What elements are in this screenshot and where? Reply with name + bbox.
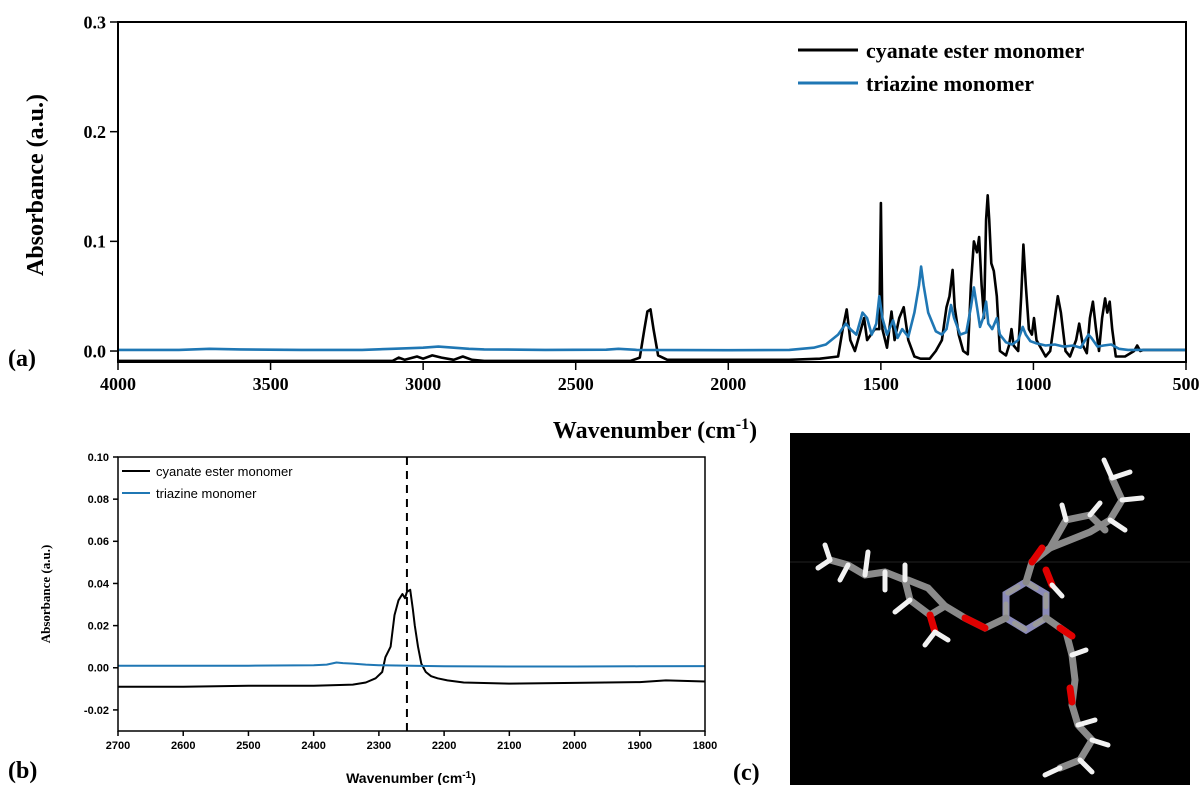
panel-b-xlabel: Wavenumber (cm-1) [346,770,476,785]
panel-a-xtick-label: 2500 [558,374,594,394]
legend-label-triazine: triazine monomer [866,71,1034,96]
panel-a-xtick-label: 4000 [100,374,136,394]
oxygen-bottom [1056,624,1076,640]
panel-a-xtick-label: 1500 [863,374,899,394]
panel-b-ytick-label: 0.08 [88,494,109,506]
panel-b-series-triazine [118,661,706,668]
panel-b-xtick-label: 2100 [497,740,521,752]
panel-a-legend: cyanate ester monomer triazine monomer [798,38,1085,96]
panel-b-xtick-label: 2200 [432,740,456,752]
panel-b-ytick-label: 0.00 [88,663,109,675]
panel-b-ytick-label: 0.06 [88,536,109,548]
panel-a-series-triazine [118,265,1186,352]
panel-b-label: (b) [8,758,37,784]
panel-b-chart: 2700 2600 2500 2400 2300 2200 2100 2000 1900 1800… [8,452,717,785]
panel-b-plot-frame [117,456,706,732]
panel-b-ytick-label: 0.02 [88,620,109,632]
panel-a-ylabel: Absorbance (a.u.) [23,94,49,276]
panel-b-xtick-label: 1800 [693,740,717,752]
panel-a-series [118,194,1186,363]
arm-left-ring [904,576,949,610]
panel-a-ytick-label: 0.0 [84,341,107,361]
panel-a-xtick-label: 500 [1173,374,1200,394]
panel-b-xtick-label: 2500 [236,740,260,752]
panel-c-molecule-image: (c) [733,433,1190,785]
panel-b-series [118,588,706,688]
molecule-background [790,433,1190,785]
oxygen-left-methoxy [926,611,939,636]
panel-a-xtick-label: 2000 [710,374,746,394]
panel-b-ytick-label: 0.04 [88,578,110,590]
panel-b-xtick-label: 2600 [171,740,195,752]
panel-a-chart: 4000 3500 3000 2500 2000 1500 1000 500 0.0 0.1 0.2… [8,12,1200,444]
legend-label-triazine: triazine monomer [156,486,257,501]
panel-a-xtick-label: 1000 [1015,374,1051,394]
panel-a-xtick-label: 3500 [253,374,289,394]
arm-top-ring [1046,511,1109,552]
panel-b-legend: cyanate ester monomer triazine monomer [122,464,293,501]
panel-a-label: (a) [8,346,36,372]
panel-a-ytick-label: 0.1 [84,232,107,252]
panel-b-xtick-label: 1900 [628,740,652,752]
panel-b-ytick-label: 0.10 [88,452,109,464]
legend-label-cyanate: cyanate ester monomer [156,464,293,479]
molecule-structure [815,457,1145,778]
panel-b-ylabel: Absorbance (a.u.) [38,545,53,644]
panel-b-series-cyanate-ester [118,588,706,688]
panel-b-xtick-label: 2400 [301,740,325,752]
oxygen-top-methoxy [1042,566,1056,589]
panel-b-xtick-label: 2300 [367,740,391,752]
panel-b-ytick-label: -0.02 [84,705,109,717]
oxygen-bottom-methoxy [1066,684,1076,706]
panel-b-ticks: 2700 2600 2500 2400 2300 2200 2100 2000 1900 1800… [84,452,717,752]
panel-a-ytick-label: 0.3 [84,12,107,32]
triazine-ring-carbons [1003,579,1049,633]
oxygen-top [1028,544,1046,566]
panel-b-xtick-label: 2000 [562,740,586,752]
hydrogens [815,457,1145,778]
panel-b-xtick-label: 2700 [106,740,130,752]
legend-label-cyanate: cyanate ester monomer [866,38,1085,63]
panel-a-xtick-label: 3000 [405,374,441,394]
panel-a-plot-frame [117,21,1187,363]
panel-c-label: (c) [733,760,760,785]
panel-a-ticks: 4000 3500 3000 2500 2000 1500 1000 500 0.0 0.1 0.2… [84,12,1200,394]
oxygen-left [961,614,989,632]
panel-a-xlabel: Wavenumber (cm-1) [553,416,757,444]
panel-a-ytick-label: 0.2 [84,122,107,142]
